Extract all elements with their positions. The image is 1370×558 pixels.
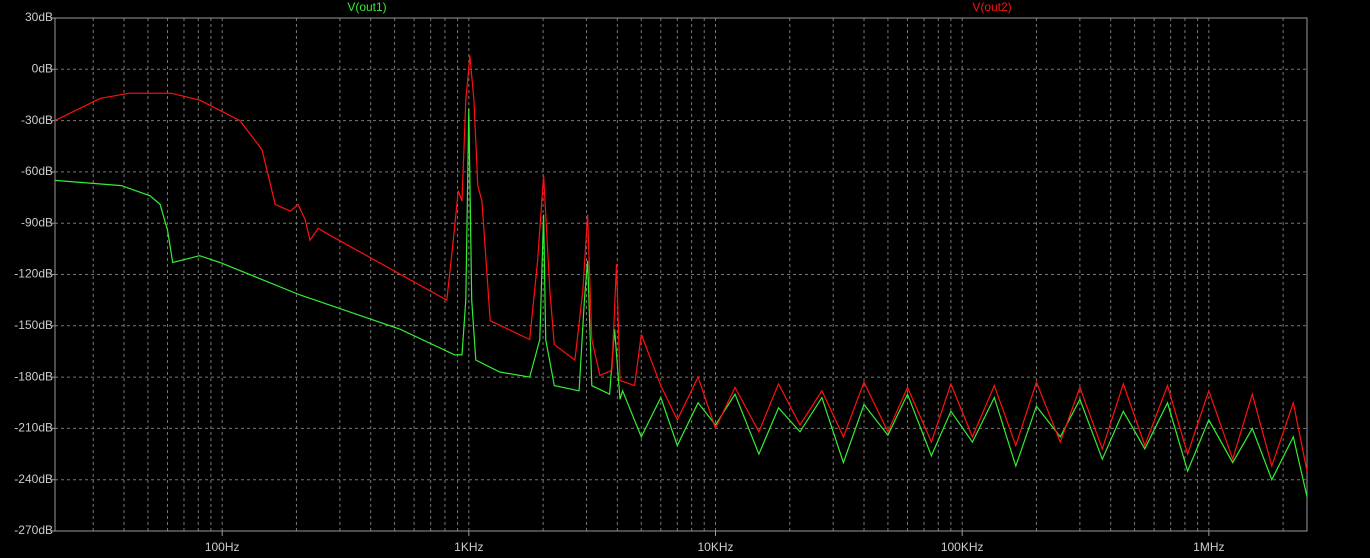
series-line bbox=[54, 55, 1308, 472]
legend-entry: V(out2) bbox=[972, 0, 1011, 14]
y-tick-label: -270dB bbox=[14, 523, 53, 537]
series-line bbox=[54, 108, 1308, 497]
y-tick-label: -150dB bbox=[14, 318, 53, 332]
y-tick-label: -180dB bbox=[14, 369, 53, 383]
legend-entry: V(out1) bbox=[347, 0, 386, 14]
x-tick-label: 100Hz bbox=[205, 540, 240, 554]
y-tick-label: -210dB bbox=[14, 421, 53, 435]
plot-frame bbox=[54, 17, 1308, 532]
y-tick-label: -120dB bbox=[14, 267, 53, 281]
x-tick-label: 1MHz bbox=[1193, 540, 1224, 554]
x-tick-label: 10KHz bbox=[697, 540, 733, 554]
y-tick-label: -30dB bbox=[21, 113, 53, 127]
y-tick-label: -60dB bbox=[21, 164, 53, 178]
y-tick-label: -90dB bbox=[21, 215, 53, 229]
y-tick-label: 0dB bbox=[32, 61, 53, 75]
y-tick-label: -240dB bbox=[14, 472, 53, 486]
x-tick-label: 100KHz bbox=[941, 540, 984, 554]
x-tick-label: 1KHz bbox=[454, 540, 483, 554]
y-tick-label: 30dB bbox=[25, 10, 53, 24]
